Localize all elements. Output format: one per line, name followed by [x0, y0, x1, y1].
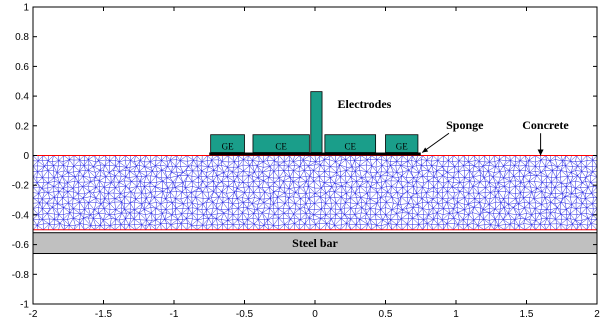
concrete-mesh: [32, 155, 598, 231]
annotation-sponge: Sponge: [446, 118, 484, 132]
x-tick-label: 1.5: [520, 309, 534, 320]
y-axis: 1 0.8 0.6 0.4 0.2 0 -0.2 -0.4 -0.6 -0.8 -1: [12, 3, 597, 311]
y-tick-label: 0: [23, 151, 29, 162]
electrode-body: [385, 134, 419, 153]
sponge-arrow: [421, 132, 450, 153]
x-tick-label: 0.5: [379, 309, 393, 320]
electrode-reference: [310, 91, 323, 153]
steel-bar: Steel bar: [32, 232, 598, 255]
y-tick-label: -0.4: [12, 210, 30, 221]
x-tick-label: -0.5: [236, 309, 254, 320]
annotations: Electrodes Sponge Concrete: [338, 97, 569, 156]
electrode-body: [252, 134, 310, 153]
y-tick-label: -0.6: [12, 240, 30, 251]
electrode-body: [210, 134, 245, 153]
x-axis: -2 -1.5 -1 -0.5 0 0.5 1 1.5 2: [29, 7, 600, 320]
x-tick-label: 2: [594, 309, 600, 320]
electrode-ge: GE: [210, 134, 245, 153]
sponge-arrowhead: [422, 147, 429, 153]
electrode-label: GE: [222, 142, 234, 152]
y-tick-label: 1: [23, 3, 29, 14]
electrode-label: GE: [396, 142, 408, 152]
electrode-body: [310, 91, 323, 153]
concrete-arrowhead: [537, 149, 544, 156]
x-tick-label: -2: [29, 309, 38, 320]
electrode-ce: CE: [324, 134, 377, 153]
y-tick-label: -0.2: [12, 181, 30, 192]
y-tick-label: -1: [20, 300, 29, 311]
x-tick-label: 1: [453, 309, 459, 320]
y-tick-label: 0.2: [15, 121, 29, 132]
electrode-body: [324, 134, 377, 153]
electrode-ge: GE: [385, 134, 419, 153]
x-tick-label: -1: [170, 309, 179, 320]
electrodes: GE CE CE GE: [210, 91, 419, 153]
y-tick-label: 0.6: [15, 62, 29, 73]
electrode-label: CE: [344, 142, 356, 152]
annotation-concrete: Concrete: [522, 118, 569, 132]
y-tick-label: 0.8: [15, 32, 29, 43]
electrode-ce: CE: [252, 134, 310, 153]
steel-bar-label: Steel bar: [292, 236, 338, 250]
electrode-label: CE: [275, 142, 287, 152]
mesh-lines: [32, 155, 598, 231]
sponge: [209, 152, 421, 156]
y-tick-label: -0.8: [12, 270, 30, 281]
y-tick-label: 0.4: [15, 92, 29, 103]
annotation-electrodes: Electrodes: [338, 97, 392, 111]
x-tick-label: -1.5: [95, 309, 113, 320]
x-tick-label: 0: [312, 309, 318, 320]
